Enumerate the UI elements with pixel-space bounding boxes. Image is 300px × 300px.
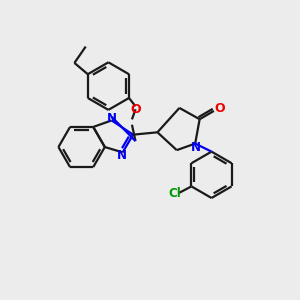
Text: O: O bbox=[130, 103, 141, 116]
Text: N: N bbox=[107, 112, 117, 124]
Text: N: N bbox=[191, 141, 201, 154]
Text: Cl: Cl bbox=[168, 187, 181, 200]
Text: O: O bbox=[214, 102, 225, 115]
Text: N: N bbox=[117, 149, 128, 162]
